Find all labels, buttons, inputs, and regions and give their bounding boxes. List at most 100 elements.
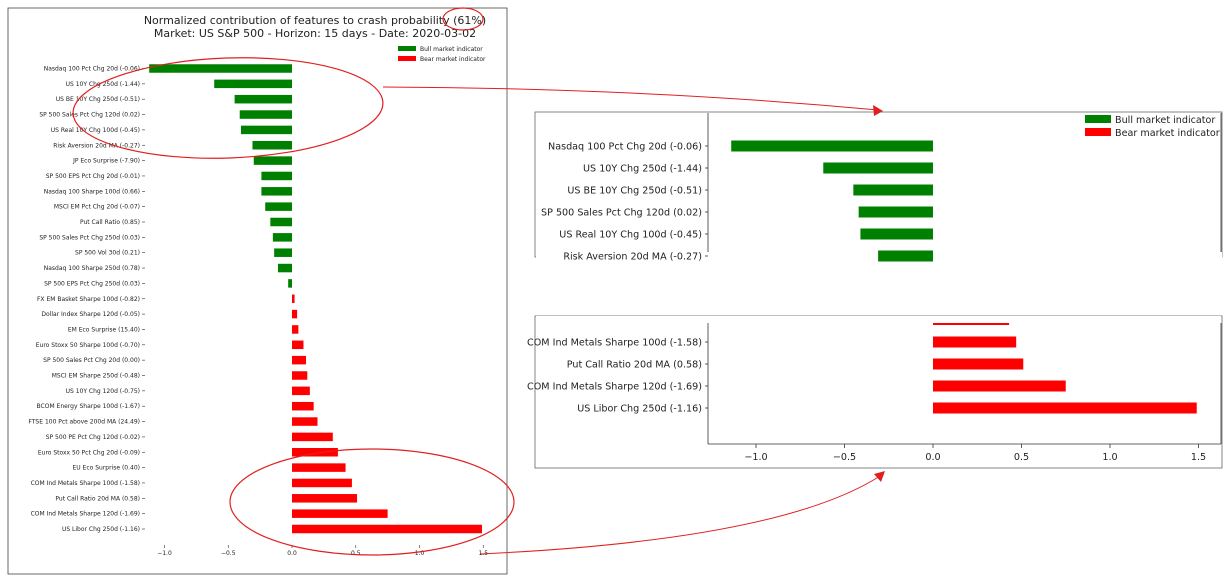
bar	[292, 294, 295, 303]
zoom-y-tick-label: US 10Y Chg 250d (-1.44)	[583, 164, 702, 175]
zoom-x-tick-label: 0.0	[925, 452, 940, 463]
y-tick-label: FTSE 100 Pct above 200d MA (24.49)	[28, 419, 140, 426]
zoom-y-tick-label: COM Ind Metals Sharpe 100d (-1.58)	[527, 338, 702, 349]
bar	[292, 340, 304, 350]
zoom-bar	[933, 380, 1066, 392]
y-tick-label: SP 500 Sales Pct Chg 250d (0.03)	[39, 234, 140, 241]
zoom-y-tick-label: US BE 10Y Chg 250d (-0.51)	[567, 186, 702, 197]
bar	[292, 371, 308, 380]
zoom-x-tick-label: 0.5	[1014, 452, 1029, 463]
bar	[292, 401, 314, 411]
y-tick-label: BCOM Energy Sharpe 100d (-1.67)	[37, 403, 140, 410]
bar	[277, 263, 292, 273]
bar	[265, 202, 292, 211]
chart-subtitle: Market: US S&P 500 - Horizon: 15 days - …	[154, 27, 476, 40]
bar	[292, 417, 318, 426]
y-tick-label: Risk Aversion 20d MA (-0.27)	[53, 142, 140, 149]
zoom-x-tick-label: −1.0	[744, 452, 767, 463]
y-tick-label: COM Ind Metals Sharpe 120d (-1.69)	[31, 511, 140, 518]
bar	[253, 156, 292, 165]
zoom-y-tick-label: Put Call Ratio 20d MA (0.58)	[567, 360, 702, 371]
bar	[252, 141, 292, 150]
legend-label-bull: Bull market indicator	[420, 46, 483, 53]
y-tick-label: COM Ind Metals Sharpe 100d (-1.58)	[31, 480, 140, 487]
y-tick-label: EU Eco Surprise (0.40)	[72, 465, 140, 472]
legend-swatch-bear	[398, 56, 416, 61]
zoom-y-tick-label: US Real 10Y Chg 100d (-0.45)	[559, 230, 702, 241]
zoom-legend-label-bear: Bear market indicator	[1115, 128, 1220, 139]
zoom-bar	[878, 250, 933, 262]
annotation-ellipse-top	[72, 57, 384, 159]
bar	[292, 463, 346, 472]
zoom-y-tick-label: Risk Aversion 20d MA (-0.27)	[563, 252, 702, 263]
annotation-arrow-top	[382, 86, 879, 111]
y-tick-label: SP 500 Sales Pct Chg 120d (0.02)	[39, 112, 140, 119]
bar	[292, 494, 358, 503]
bar	[292, 448, 338, 457]
zoom-legend-swatch-bull	[1085, 115, 1111, 123]
x-tick-label: −0.5	[221, 550, 236, 557]
y-tick-label: US 10Y Chg 120d (-0.75)	[66, 388, 140, 395]
zoom-bar	[823, 162, 933, 174]
bar	[270, 217, 292, 227]
legend-label-bear: Bear market indicator	[420, 56, 486, 63]
x-tick-label: 1.0	[415, 550, 425, 557]
y-tick-label: US 10Y Chg 250d (-1.44)	[66, 81, 140, 88]
zoom-x-tick-label: 1.0	[1102, 452, 1117, 463]
bar	[288, 279, 292, 288]
bar	[261, 187, 292, 196]
bar	[261, 171, 292, 181]
y-tick-label: US Real 10Y Chg 100d (-0.45)	[51, 127, 140, 134]
main-bars	[149, 64, 482, 534]
bar	[292, 355, 307, 365]
zoom-bottom-axes: −1.0 −0.5 0.0 0.5 1.0 1.5	[707, 323, 1222, 463]
bar	[234, 94, 292, 104]
zoom-bar	[731, 140, 933, 152]
chart-title: Normalized contribution of features to c…	[144, 14, 486, 27]
y-tick-label: US BE 10Y Chg 250d (-0.51)	[56, 96, 140, 103]
zoom-bar	[860, 228, 933, 240]
x-tick-label: −1.0	[157, 550, 172, 557]
bar	[239, 110, 292, 119]
y-tick-label: Euro Stoxx 50 Pct Chg 20d (-0.09)	[38, 449, 140, 456]
y-tick-label: Nasdaq 100 Pct Chg 20d (-0.06)	[44, 66, 140, 73]
zoom-bottom-cutoff	[536, 316, 1221, 323]
y-tick-label: EM Eco Surprise (15.40)	[68, 326, 140, 333]
y-tick-label: Dollar Index Sharpe 120d (-0.05)	[41, 311, 140, 318]
annotations	[72, 7, 885, 556]
zoom-top-legend: Bull market indicator Bear market indicat…	[1085, 115, 1220, 139]
y-tick-label: FX EM Basket Sharpe 100d (-0.82)	[37, 296, 140, 303]
zoom-bar	[853, 184, 933, 196]
main-legend: Bull market indicator Bear market indicat…	[398, 46, 486, 63]
zoom-bar	[933, 402, 1197, 414]
annotation-arrow-bottom	[479, 475, 881, 555]
zoom-y-tick-label: SP 500 Sales Pct Chg 120d (0.02)	[541, 208, 702, 219]
zoom-bar	[933, 336, 1017, 348]
zoom-legend-swatch-bear	[1085, 128, 1111, 136]
bar	[292, 325, 299, 334]
legend-swatch-bull	[398, 46, 416, 51]
bar	[274, 248, 292, 257]
zoom-x-tick-label: 1.5	[1191, 452, 1206, 463]
y-tick-label: JP Eco Surprise (-7.90)	[72, 158, 140, 165]
bar	[272, 233, 292, 242]
bar	[292, 309, 298, 319]
bar	[292, 478, 352, 488]
zoom-top-bars: Nasdaq 100 Pct Chg 20d (-0.06) US 10Y Chg…	[541, 113, 1222, 263]
y-tick-label: SP 500 Vol 30d (0.21)	[75, 250, 140, 257]
bar	[241, 125, 292, 135]
annotation-arrowhead-bottom	[874, 471, 885, 482]
y-tick-label: MSCI EM Sharpe 250d (-0.48)	[52, 373, 140, 380]
bar	[292, 524, 482, 534]
y-tick-label: SP 500 Sales Pct Chg 20d (0.00)	[43, 357, 140, 364]
bar	[149, 64, 292, 73]
y-tick-label: MSCI EM Pct Chg 20d (-0.07)	[54, 204, 140, 211]
zoom-y-tick-label: US Libor Chg 250d (-1.16)	[577, 404, 702, 415]
y-tick-label: SP 500 PE Pct Chg 120d (-0.02)	[46, 434, 140, 441]
zoom-bar	[933, 358, 1024, 370]
y-tick-label: Put Call Ratio (0.85)	[80, 219, 140, 226]
main-axes: Nasdaq 100 Pct Chg 20d (-0.06) US 10Y Chg…	[28, 66, 488, 558]
y-tick-label: Euro Stoxx 50 Sharpe 100d (-0.70)	[36, 342, 140, 349]
main-chart-frame	[7, 7, 508, 575]
